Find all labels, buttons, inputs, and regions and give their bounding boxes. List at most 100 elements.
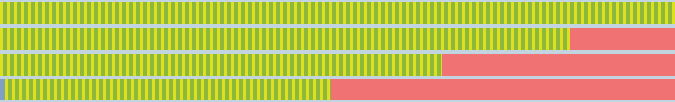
Bar bbox=[413, 54, 416, 76]
Bar bbox=[301, 2, 304, 24]
Bar bbox=[140, 54, 143, 76]
Bar bbox=[61, 79, 64, 100]
Bar bbox=[12, 79, 15, 100]
Bar bbox=[308, 28, 311, 50]
Bar bbox=[427, 28, 430, 50]
Bar bbox=[14, 28, 17, 50]
Bar bbox=[266, 2, 269, 24]
Bar bbox=[182, 54, 185, 76]
Bar bbox=[313, 79, 316, 100]
Bar bbox=[154, 54, 157, 76]
Bar bbox=[245, 2, 248, 24]
Bar bbox=[266, 28, 269, 50]
Bar bbox=[49, 28, 52, 50]
Bar bbox=[56, 54, 59, 76]
Bar bbox=[166, 79, 169, 100]
Bar bbox=[77, 28, 80, 50]
Bar bbox=[497, 28, 500, 50]
Bar bbox=[476, 28, 479, 50]
Bar bbox=[84, 2, 87, 24]
Bar bbox=[322, 54, 325, 76]
Bar bbox=[126, 28, 129, 50]
Bar bbox=[14, 54, 17, 76]
Bar bbox=[462, 2, 465, 24]
Bar bbox=[546, 2, 549, 24]
Bar bbox=[644, 2, 647, 24]
Bar bbox=[420, 2, 423, 24]
Bar bbox=[75, 79, 78, 100]
Bar bbox=[322, 28, 325, 50]
Bar bbox=[91, 2, 94, 24]
Bar bbox=[322, 2, 325, 24]
Bar bbox=[336, 28, 339, 50]
Bar bbox=[278, 79, 281, 100]
Bar bbox=[413, 28, 416, 50]
Bar bbox=[329, 2, 332, 24]
Bar bbox=[105, 54, 108, 76]
Bar bbox=[539, 2, 542, 24]
Bar bbox=[224, 54, 227, 76]
Bar bbox=[147, 2, 150, 24]
Bar bbox=[238, 2, 241, 24]
Bar bbox=[630, 2, 633, 24]
Bar bbox=[236, 79, 239, 100]
Bar bbox=[364, 54, 367, 76]
Bar bbox=[245, 54, 248, 76]
Bar bbox=[77, 54, 80, 76]
Bar bbox=[315, 2, 318, 24]
Bar bbox=[194, 79, 197, 100]
Bar bbox=[637, 2, 640, 24]
Bar bbox=[560, 28, 563, 50]
Bar bbox=[406, 2, 409, 24]
Bar bbox=[427, 54, 430, 76]
Bar bbox=[98, 54, 101, 76]
Bar bbox=[315, 28, 318, 50]
Bar bbox=[490, 2, 493, 24]
Bar bbox=[245, 28, 248, 50]
Bar bbox=[70, 28, 73, 50]
Bar bbox=[54, 79, 57, 100]
Bar bbox=[511, 28, 514, 50]
Bar bbox=[588, 2, 591, 24]
Bar bbox=[182, 28, 185, 50]
Bar bbox=[371, 54, 374, 76]
Bar bbox=[448, 28, 451, 50]
Bar bbox=[159, 79, 162, 100]
Bar bbox=[364, 28, 367, 50]
Bar bbox=[124, 79, 127, 100]
Bar bbox=[119, 54, 122, 76]
Bar bbox=[469, 28, 472, 50]
Bar bbox=[210, 2, 213, 24]
Bar bbox=[82, 79, 85, 100]
Bar bbox=[33, 79, 36, 100]
Bar bbox=[280, 54, 283, 76]
Bar bbox=[553, 28, 556, 50]
Bar bbox=[434, 28, 437, 50]
Bar bbox=[273, 2, 276, 24]
Bar bbox=[0, 79, 675, 100]
Bar bbox=[455, 2, 458, 24]
Bar bbox=[35, 28, 38, 50]
Bar bbox=[665, 2, 668, 24]
Bar bbox=[119, 2, 122, 24]
Bar bbox=[63, 28, 66, 50]
Bar bbox=[161, 28, 164, 50]
Bar bbox=[28, 28, 31, 50]
Bar bbox=[406, 54, 409, 76]
Bar bbox=[49, 54, 52, 76]
Bar bbox=[7, 54, 10, 76]
Bar bbox=[47, 79, 50, 100]
Bar bbox=[147, 28, 150, 50]
Bar bbox=[280, 2, 283, 24]
Bar bbox=[84, 54, 87, 76]
Bar bbox=[21, 54, 24, 76]
Bar bbox=[70, 2, 73, 24]
Bar bbox=[287, 54, 290, 76]
Bar bbox=[378, 2, 381, 24]
Bar bbox=[117, 79, 120, 100]
Bar bbox=[70, 54, 73, 76]
Bar bbox=[399, 28, 402, 50]
Bar bbox=[385, 28, 388, 50]
Bar bbox=[42, 2, 45, 24]
Bar bbox=[217, 2, 220, 24]
